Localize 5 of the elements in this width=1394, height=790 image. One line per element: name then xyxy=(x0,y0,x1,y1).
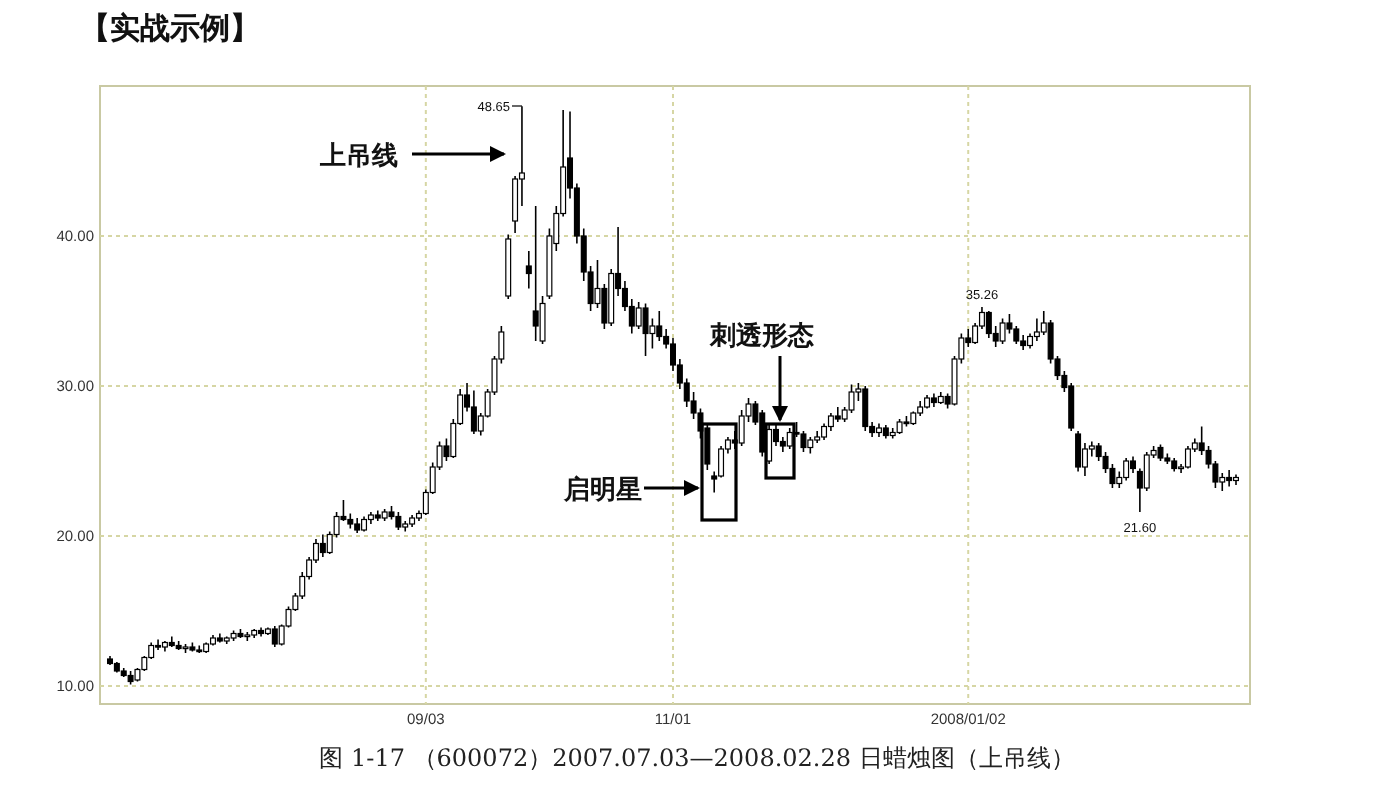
caption: 图 1-17 （600072）2007.07.03—2008.02.28 日蜡烛图（上吊线） xyxy=(319,744,1075,772)
annotation: 启明星 xyxy=(562,474,642,506)
annotation: 上吊线 xyxy=(318,142,398,172)
chart-title: 【实战示例】 xyxy=(80,10,260,46)
annotation: 刺透形态 xyxy=(708,320,816,352)
